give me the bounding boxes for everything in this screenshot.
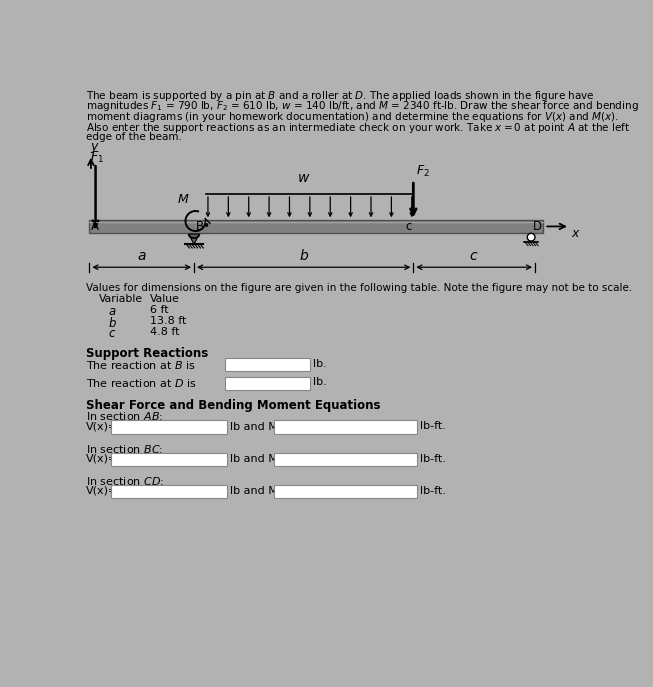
Text: D: D [533, 220, 542, 233]
Text: lb and M(x)=: lb and M(x)= [231, 486, 303, 496]
Text: V(x)=: V(x)= [86, 486, 119, 496]
Text: lb and M(x)=: lb and M(x)= [231, 421, 303, 431]
Text: The reaction at $D$ is: The reaction at $D$ is [86, 377, 197, 390]
Text: A: A [91, 220, 99, 233]
Text: B•: B• [195, 220, 210, 233]
Bar [111, 453, 227, 466]
Text: c: c [406, 220, 412, 233]
Bar [274, 485, 417, 498]
Bar [225, 376, 310, 390]
Text: lb and M(x)=: lb and M(x)= [231, 453, 303, 464]
Text: In section $CD$:: In section $CD$: [86, 475, 165, 487]
Text: Shear Force and Bending Moment Equations: Shear Force and Bending Moment Equations [86, 399, 381, 412]
Text: $c$: $c$ [470, 249, 479, 263]
Text: Variable: Variable [99, 294, 143, 304]
Text: magnitudes $F_1$ = 790 lb, $F_2$ = 610 lb, $w$ = 140 lb/ft, and $M$ = 2340 ft-lb: magnitudes $F_1$ = 790 lb, $F_2$ = 610 l… [86, 100, 639, 113]
Text: $F_2$: $F_2$ [417, 164, 430, 179]
Bar [89, 220, 543, 234]
Bar [274, 420, 417, 433]
Text: $c$: $c$ [108, 326, 116, 339]
Circle shape [527, 234, 535, 241]
Text: 4.8 ft: 4.8 ft [150, 326, 180, 337]
Bar [274, 453, 417, 466]
Text: 13.8 ft: 13.8 ft [150, 316, 186, 326]
Text: edge of the beam.: edge of the beam. [86, 132, 182, 142]
Text: $F_1$: $F_1$ [90, 150, 104, 165]
Text: The beam is supported by a pin at $B$ and a roller at $D$. The applied loads sho: The beam is supported by a pin at $B$ an… [86, 89, 595, 102]
Text: lb.: lb. [313, 377, 326, 387]
Text: Values for dimensions on the figure are given in the following table. Note the f: Values for dimensions on the figure are … [86, 282, 633, 293]
Text: V(x)=: V(x)= [86, 453, 119, 464]
Polygon shape [189, 234, 199, 244]
Text: $b$: $b$ [298, 249, 309, 263]
Bar [225, 358, 310, 371]
Text: $M$: $M$ [177, 192, 189, 205]
Text: $a$: $a$ [137, 249, 146, 263]
Bar [111, 420, 227, 433]
Text: $w$: $w$ [297, 171, 310, 185]
Bar [111, 485, 227, 498]
Text: lb.: lb. [313, 359, 326, 369]
Text: 6 ft: 6 ft [150, 305, 168, 315]
Text: $a$: $a$ [108, 305, 116, 318]
Text: y: y [90, 140, 97, 153]
Text: Value: Value [150, 294, 180, 304]
Text: Support Reactions: Support Reactions [86, 346, 208, 359]
Text: V(x)=: V(x)= [86, 421, 119, 431]
Text: lb-ft.: lb-ft. [419, 421, 445, 431]
Text: The reaction at $B$ is: The reaction at $B$ is [86, 359, 196, 371]
Text: $b$: $b$ [108, 316, 117, 330]
Text: $x$: $x$ [571, 227, 581, 240]
Text: lb-ft.: lb-ft. [419, 486, 445, 496]
Text: Also enter the support reactions as an intermediate check on your work. Take $x : Also enter the support reactions as an i… [86, 121, 631, 135]
Text: lb-ft.: lb-ft. [419, 453, 445, 464]
Text: In section $BC$:: In section $BC$: [86, 443, 163, 455]
Text: In section $AB$:: In section $AB$: [86, 410, 163, 423]
Text: moment diagrams (in your homework documentation) and determine the equations for: moment diagrams (in your homework docume… [86, 110, 619, 124]
